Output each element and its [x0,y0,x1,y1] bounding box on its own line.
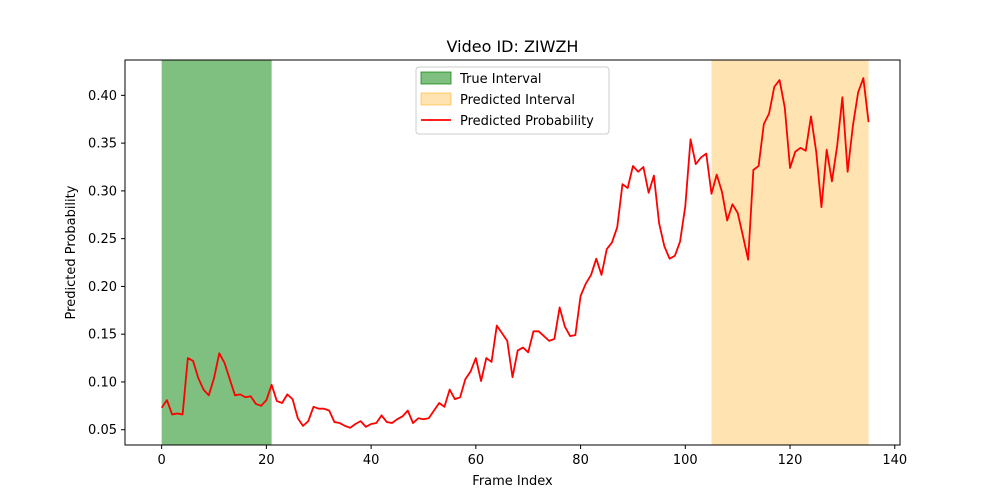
legend-label-predicted-interval: Predicted Interval [460,93,575,108]
y-tick-label: 0.35 [88,137,117,152]
x-tick-label: 60 [468,453,485,468]
legend-swatch-true-interval [421,72,451,84]
y-tick-label: 0.15 [88,328,117,343]
x-tick-label: 120 [778,453,803,468]
x-tick-label: 140 [882,453,907,468]
legend-label-predicted-probability: Predicted Probability [460,114,594,129]
x-axis-label: Frame Index [472,474,553,489]
x-tick-label: 0 [158,453,166,468]
legend-label-true-interval: True Interval [459,72,542,87]
chart-title: Video ID: ZIWZH [447,37,579,56]
x-tick-label: 80 [572,453,589,468]
x-tick-label: 20 [258,453,275,468]
interval-band-1 [711,60,868,445]
y-tick-label: 0.05 [88,423,117,438]
x-tick-label: 40 [363,453,380,468]
y-tick-label: 0.20 [88,280,117,295]
x-tick-label: 100 [673,453,698,468]
interval-band-0 [162,60,272,445]
y-axis-label: Predicted Probability [64,185,79,319]
y-tick-label: 0.40 [88,89,117,104]
y-tick-label: 0.10 [88,375,117,390]
y-tick-label: 0.25 [88,232,117,247]
y-tick-label: 0.30 [88,184,117,199]
legend: True Interval Predicted Interval Predict… [416,67,609,134]
legend-swatch-predicted-interval [421,93,451,105]
